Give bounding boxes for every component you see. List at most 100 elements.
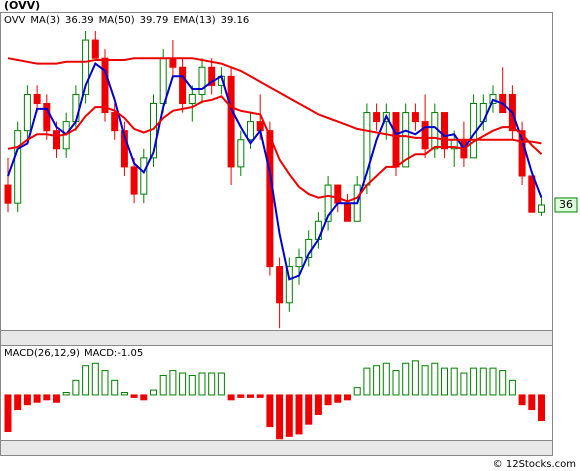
macd-bar bbox=[208, 372, 216, 396]
macd-bar bbox=[460, 372, 468, 396]
macd-bar bbox=[111, 379, 119, 396]
candle-body bbox=[169, 57, 177, 68]
macd-bar bbox=[53, 394, 60, 403]
macd-bar bbox=[14, 394, 22, 411]
macd-bar bbox=[159, 374, 167, 396]
macd-bar bbox=[285, 394, 293, 437]
candle-body bbox=[538, 204, 545, 213]
copyright: © 12Stocks.com bbox=[493, 459, 576, 470]
candle-body bbox=[43, 103, 51, 132]
legend-value: 39.79 bbox=[140, 15, 169, 26]
macd-bar bbox=[382, 362, 390, 396]
candle-body bbox=[528, 175, 536, 213]
macd-bar bbox=[402, 362, 410, 396]
candle-body bbox=[266, 130, 274, 268]
macd-bar bbox=[179, 372, 187, 396]
macd-bar bbox=[528, 394, 536, 411]
macd-bar bbox=[72, 379, 80, 396]
macd-bar bbox=[295, 394, 303, 435]
candle-body bbox=[285, 266, 293, 304]
macd-bar bbox=[392, 370, 400, 396]
macd-bar bbox=[373, 365, 381, 396]
candle-body bbox=[101, 57, 109, 114]
x-axis-strip bbox=[0, 330, 553, 346]
macd-title: MACD(26,12,9) bbox=[4, 348, 80, 359]
macd-bar bbox=[538, 394, 545, 422]
macd-bar bbox=[82, 365, 90, 396]
legend-name: MA(50) bbox=[99, 15, 135, 26]
macd-bar bbox=[441, 367, 448, 396]
macd-bar bbox=[508, 379, 516, 396]
chart-title: (OVV) bbox=[4, 0, 40, 12]
candle-body bbox=[334, 184, 342, 204]
ma-line bbox=[7, 57, 542, 145]
price-tag bbox=[554, 197, 578, 213]
macd-bar bbox=[479, 367, 487, 396]
macd-bar bbox=[217, 372, 225, 396]
legend-name: MA(3) bbox=[30, 15, 60, 26]
candle-body bbox=[91, 39, 99, 59]
macd-bar bbox=[23, 394, 31, 406]
macd-bar bbox=[247, 394, 254, 398]
candle-body bbox=[295, 257, 303, 268]
macd-bar bbox=[411, 360, 419, 396]
macd-bar bbox=[499, 370, 507, 396]
macd-bar bbox=[266, 394, 274, 428]
macd-bar bbox=[421, 365, 429, 396]
macd-value: -1.05 bbox=[117, 348, 143, 359]
candle-body bbox=[111, 112, 119, 132]
candle-body bbox=[120, 130, 128, 168]
candle-body bbox=[53, 130, 60, 150]
x-axis-strip bbox=[0, 440, 553, 456]
legend-value: 36.39 bbox=[65, 15, 94, 26]
macd-bar bbox=[334, 394, 342, 403]
candle-body bbox=[247, 121, 254, 141]
legend-box bbox=[1, 13, 256, 27]
macd-bar bbox=[314, 394, 322, 415]
macd-bar bbox=[344, 394, 351, 401]
candle-body bbox=[392, 112, 400, 168]
macd-bar bbox=[489, 367, 497, 396]
legend-name: EMA(13) bbox=[173, 15, 215, 26]
legend-symbol: OVV bbox=[4, 15, 26, 26]
macd-bar bbox=[130, 394, 138, 398]
macd-bar bbox=[188, 374, 196, 396]
macd-bar bbox=[4, 394, 12, 432]
candle-body bbox=[411, 112, 419, 123]
macd-bar bbox=[150, 389, 157, 396]
candle-body bbox=[23, 93, 31, 132]
candle-body bbox=[198, 66, 206, 95]
macd-bar bbox=[324, 394, 332, 406]
legend-value: 39.16 bbox=[221, 15, 250, 26]
candle-body bbox=[4, 184, 12, 204]
macd-value-name: MACD: bbox=[84, 348, 117, 359]
candle-body bbox=[421, 121, 429, 150]
candle-body bbox=[237, 139, 245, 168]
macd-bar bbox=[450, 367, 458, 396]
ma-line bbox=[7, 62, 543, 281]
candle-body bbox=[14, 130, 22, 204]
macd-bar bbox=[33, 394, 41, 403]
candle-body bbox=[159, 57, 167, 105]
macd-bar bbox=[305, 394, 313, 425]
macd-bar bbox=[431, 362, 439, 396]
macd-bar bbox=[91, 362, 99, 396]
macd-bar bbox=[227, 394, 235, 401]
candle-body bbox=[82, 39, 90, 95]
legend-box bbox=[1, 346, 149, 360]
macd-bar bbox=[198, 372, 206, 396]
macd-bar bbox=[363, 367, 371, 396]
macd-bar bbox=[43, 394, 51, 401]
macd-bar bbox=[140, 394, 148, 401]
candle-body bbox=[179, 66, 187, 105]
candle-body bbox=[227, 75, 235, 168]
candle-body bbox=[431, 112, 439, 150]
macd-bar bbox=[120, 392, 128, 396]
candle-body bbox=[441, 112, 448, 150]
macd-bar bbox=[470, 367, 478, 396]
price-tag-label: 36 bbox=[559, 198, 573, 211]
macd-bar bbox=[101, 370, 109, 396]
candle-body bbox=[188, 93, 196, 105]
candle-body bbox=[33, 93, 41, 105]
candle-body bbox=[208, 66, 216, 86]
